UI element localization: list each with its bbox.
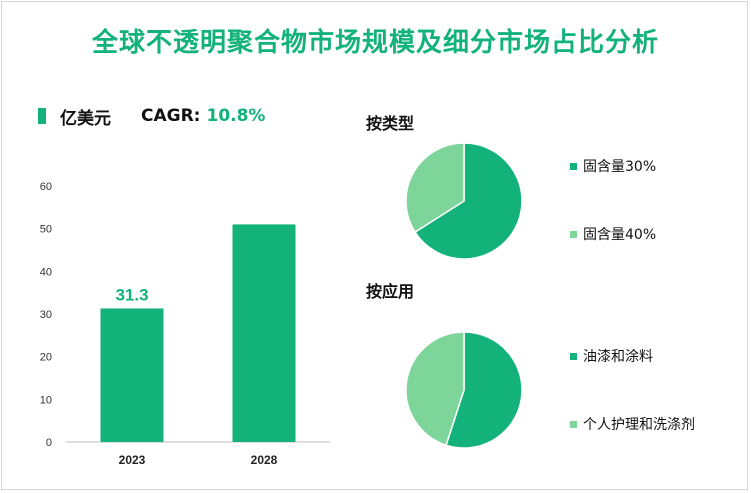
y-tick-label: 0	[46, 437, 52, 449]
legend-swatch	[570, 420, 577, 428]
legend-swatch	[570, 352, 577, 360]
pie-title-application: 按应用	[366, 282, 415, 301]
legend-swatch	[570, 230, 577, 238]
bar	[100, 308, 164, 442]
legend-item-application-2: 个人护理和洗涤剂	[570, 414, 695, 434]
x-tick-label: 2028	[251, 453, 278, 467]
y-tick-label: 20	[40, 352, 52, 364]
data-label: 31.3	[115, 285, 148, 304]
pie-slice	[413, 142, 523, 260]
y-tick-label: 40	[40, 266, 52, 278]
cagr-value: 10.8%	[206, 106, 266, 126]
legend-swatch	[570, 162, 577, 170]
legend-label: 个人护理和洗涤剂	[583, 417, 695, 433]
legend-label: 固含量40%	[583, 227, 657, 243]
pie-title-type: 按类型	[366, 114, 415, 133]
unit-swatch	[38, 108, 46, 124]
legend-label: 油漆和涂料	[583, 349, 653, 365]
legend-item-type-2: 固含量40%	[570, 224, 656, 244]
unit-label: 亿美元	[60, 108, 111, 129]
y-tick-label: 10	[40, 394, 52, 406]
x-tick-label: 2023	[119, 453, 146, 467]
pie-slice	[405, 331, 465, 447]
legend-item-type-1: 固含量30%	[570, 156, 656, 176]
legend-item-application-1: 油漆和涂料	[570, 346, 653, 366]
unit-legend: 亿美元 CAGR: 10.8%	[38, 104, 266, 129]
cagr-label: CAGR:	[141, 106, 201, 126]
bar	[232, 224, 296, 442]
y-tick-label: 50	[40, 224, 52, 236]
pie-slice	[445, 331, 523, 449]
y-tick-label: 60	[40, 181, 52, 193]
legend-label: 固含量30%	[583, 159, 657, 175]
chart-title: 全球不透明聚合物市场规模及细分市场占比分析	[91, 28, 659, 58]
pie-slice	[405, 142, 465, 234]
y-tick-label: 30	[40, 309, 52, 321]
